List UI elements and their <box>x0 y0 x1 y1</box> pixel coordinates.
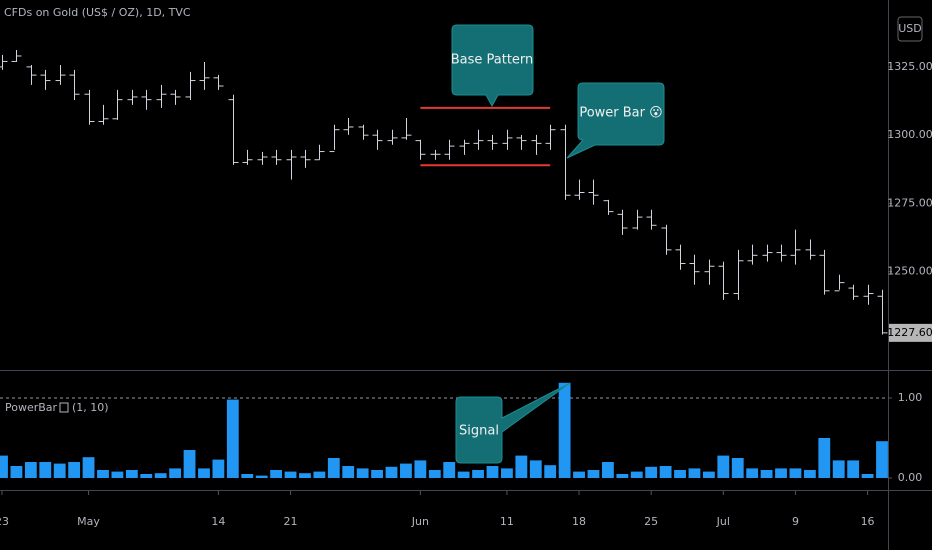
histogram-bar <box>97 470 109 478</box>
y-tick-label: 1275.00 <box>887 196 932 209</box>
histogram-bar <box>659 466 672 478</box>
last-price-label: 1227.60 <box>887 326 932 339</box>
callout-box <box>451 24 534 108</box>
callout-text: Power Bar 😮 <box>579 106 662 121</box>
callout-box <box>566 82 665 159</box>
last-price-tag <box>889 323 932 342</box>
histogram-bar <box>327 458 340 478</box>
x-tick-label: 16 <box>861 515 875 528</box>
histogram-bar <box>861 474 874 478</box>
histogram-bar <box>876 441 888 478</box>
histogram-bar <box>702 471 715 478</box>
histogram-bar <box>0 455 8 478</box>
histogram-bar <box>270 470 283 478</box>
currency-label: USD <box>898 22 922 35</box>
histogram-bar <box>818 438 831 478</box>
histogram-bar <box>169 468 182 478</box>
histogram-bar <box>241 474 254 478</box>
x-tick-label: 21 <box>284 515 298 528</box>
y-tick-label: 0.00 <box>898 471 923 484</box>
histogram-bar <box>558 382 571 478</box>
histogram-bar <box>400 463 412 478</box>
histogram-bar <box>789 468 802 478</box>
x-tick-label: 18 <box>572 515 586 528</box>
indicator-params: (1, 10) <box>72 401 109 414</box>
x-tick-label: 11 <box>500 515 514 528</box>
histogram-bar <box>154 473 167 478</box>
histogram-bar <box>10 466 23 478</box>
histogram-bar <box>111 471 124 478</box>
histogram-bar <box>82 457 95 478</box>
indicator-title: PowerBar <box>5 401 58 414</box>
histogram-bar <box>847 460 860 478</box>
histogram-bar <box>371 470 383 478</box>
x-tick-label: 9 <box>792 515 799 528</box>
histogram-bar <box>457 471 470 478</box>
histogram-bar <box>731 458 744 478</box>
histogram-bar <box>601 462 614 478</box>
histogram-bar <box>746 468 759 478</box>
histogram-bar <box>313 471 326 478</box>
y-tick-label: 1.00 <box>898 391 923 404</box>
histogram-bar <box>573 471 585 478</box>
histogram-bar <box>775 468 787 478</box>
histogram-bar <box>68 462 81 478</box>
y-tick-label: 1250.00 <box>887 265 932 278</box>
y-tick-label: 1300.00 <box>887 128 932 141</box>
histogram-bar <box>428 470 441 478</box>
indicator-icon <box>59 402 69 413</box>
callout-box <box>455 382 571 464</box>
x-tick-label: Jul <box>716 515 730 528</box>
histogram-bar <box>443 462 456 478</box>
callout-text: Base Pattern <box>451 53 534 68</box>
histogram-bar <box>717 455 730 478</box>
histogram-bar <box>284 471 297 478</box>
histogram-bar <box>529 460 542 478</box>
x-tick-label: May <box>77 515 100 528</box>
chart-title: CFDs on Gold (US$ / OZ), 1D, TVC <box>4 6 191 19</box>
currency-box <box>897 16 923 42</box>
histogram-bar <box>414 460 427 478</box>
histogram-bar <box>342 466 355 478</box>
y-tick-label: 1325.00 <box>887 60 932 73</box>
histogram-bar <box>299 473 311 478</box>
histogram-bar <box>688 468 701 478</box>
histogram-bar <box>674 470 686 478</box>
x-tick-label: 25 <box>644 515 658 528</box>
histogram-bar <box>501 468 513 478</box>
x-tick-label: 23 <box>0 515 9 528</box>
histogram-bar <box>24 462 37 478</box>
histogram-bar <box>385 466 398 478</box>
histogram-bar <box>803 470 816 478</box>
histogram-bar <box>226 399 239 478</box>
histogram-bar <box>515 455 528 478</box>
histogram-bar <box>486 466 499 478</box>
histogram-bar <box>212 459 225 478</box>
histogram-bar <box>630 471 643 478</box>
histogram-bar <box>645 466 658 478</box>
x-tick-label: Jun <box>411 515 429 528</box>
histogram-bar <box>832 460 845 478</box>
histogram-bar <box>587 470 600 478</box>
histogram-bar <box>472 470 484 478</box>
histogram-bar <box>255 475 268 478</box>
histogram-bar <box>198 468 210 478</box>
histogram-bar <box>760 470 773 478</box>
x-tick-label: 14 <box>211 515 225 528</box>
histogram-bar <box>140 474 153 478</box>
histogram-bar <box>616 474 629 478</box>
histogram-bar <box>125 470 138 478</box>
histogram-bar <box>183 450 196 478</box>
histogram-bar <box>356 468 369 478</box>
callout-text: Signal <box>459 424 499 439</box>
histogram-bar <box>53 463 66 478</box>
histogram-bar <box>39 462 52 478</box>
histogram-bar <box>544 465 557 478</box>
